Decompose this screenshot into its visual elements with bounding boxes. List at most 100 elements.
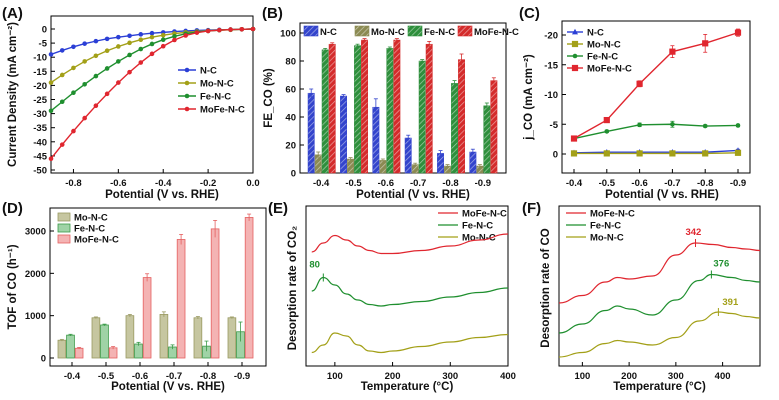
series-Mo-N-C: 391 Mo-N-C (558, 233, 761, 358)
y-tick-label: 0 (42, 25, 47, 36)
bar (393, 39, 401, 174)
legend-swatch (303, 25, 319, 37)
x-axis-title: Potential (V vs. RHE) (105, 189, 219, 201)
legend-swatch (407, 25, 423, 37)
data-point (71, 65, 76, 71)
data-point (670, 121, 675, 127)
data-point (194, 30, 200, 35)
series-line (574, 152, 739, 155)
bar (159, 313, 169, 359)
legend-label: Fe-N-C (462, 221, 493, 232)
y-axis-title: FE_CO (%) (263, 68, 275, 128)
data-point (59, 72, 65, 78)
bar (425, 43, 433, 174)
panel-b: 0 20 40 60 80 100 -0.4 -0.5 -0.6 -0.7 -0.8 -0.9 N-C M… (263, 22, 519, 201)
peak-label: 80 (309, 260, 320, 271)
plot-frame (49, 207, 267, 367)
data-point (93, 53, 99, 59)
y-tick-label: 0 (553, 150, 558, 161)
series-line (573, 123, 739, 140)
data-point (734, 29, 742, 36)
data-point (93, 73, 99, 79)
x-tick-label: 300 (442, 371, 458, 382)
data-point (127, 52, 132, 58)
bar (176, 239, 186, 359)
legend-label: Fe-N-C (74, 224, 105, 235)
panel-d: 0 1000 2000 3000 -0.4 -0.5 -0.6 -0.7 -0.8 -0.9 Mo-… (7, 207, 267, 393)
y-tick-label: -10 (33, 53, 47, 64)
data-point (82, 115, 87, 121)
y-tick-label: 1000 (25, 311, 46, 322)
data-point (48, 80, 54, 85)
data-point (71, 128, 76, 134)
y-tick-label: 3000 (25, 227, 46, 238)
series-curve (558, 311, 761, 358)
x-tick-label: -0.6 (110, 178, 126, 189)
legend-swatch (57, 223, 71, 233)
data-point (183, 33, 188, 38)
x-tick-label: -0.6 (132, 371, 148, 382)
data-point (127, 33, 132, 39)
data-point (149, 51, 155, 57)
bar (418, 60, 426, 174)
legend-label: Fe-N-C (200, 92, 231, 103)
x-tick-label: -0.2 (200, 178, 216, 189)
x-tick-label: -0.8 (200, 371, 216, 382)
data-point (93, 38, 99, 44)
bar (125, 315, 135, 359)
data-point (104, 36, 110, 42)
bar (404, 137, 412, 174)
legend-label: Mo-N-C (200, 79, 234, 90)
bar (437, 153, 444, 174)
data-point (702, 150, 709, 157)
legend-label: Mo-N-C (590, 233, 624, 244)
legend-label: N-C (200, 66, 217, 77)
x-axis-title: Potential (V vs. RHE) (356, 189, 470, 201)
x-tick-label: 100 (574, 371, 590, 382)
y-axis-title: j_CO (mA cm⁻²) (523, 54, 535, 141)
data-point (127, 69, 132, 75)
y-tick-label: -15 (33, 67, 47, 78)
series-Fe-N-C: Fe-N-C (48, 26, 256, 114)
plot-frame (561, 20, 751, 174)
x-tick-label: 100 (327, 371, 343, 382)
legend-swatch (57, 234, 71, 244)
data-point (172, 37, 177, 43)
bar (66, 334, 75, 359)
plot-frame (299, 22, 507, 174)
y-tick-label: -5 (39, 39, 48, 50)
peak-label: 342 (685, 227, 701, 238)
y-tick-label: -25 (33, 95, 47, 106)
x-tick-label: -0.6 (378, 178, 394, 189)
series-line (573, 31, 739, 140)
legend-label: MoFe-N-C (200, 105, 245, 116)
data-point (59, 142, 65, 147)
panel-label: (F) (522, 200, 541, 217)
data-point (250, 26, 256, 32)
data-point (71, 90, 76, 96)
legend-swatch (57, 212, 71, 222)
legend-label: Mo-N-C (587, 40, 621, 51)
panel-e: 100200300400104Mo-N-C80Fe-N-C98MoFe-N-CT… (287, 0, 516, 393)
series-Fe-N-C: Fe-N-C (567, 52, 741, 141)
legend-marker (571, 40, 579, 48)
x-tick-label: -0.4 (155, 178, 172, 189)
legend-marker (572, 28, 578, 35)
bar (307, 92, 315, 174)
legend-label: MoFe-N-C (462, 209, 507, 220)
panel-label: (A) (2, 5, 23, 22)
y-tick-label: -15 (544, 60, 558, 71)
legend-marker (184, 106, 190, 112)
x-tick-label: -0.7 (664, 178, 680, 189)
legend-marker (184, 67, 190, 73)
series-Mo-N-C: 104 Mo-N-C (311, 0, 509, 354)
data-point (82, 59, 87, 64)
bar (372, 106, 380, 174)
panel-c: 0-5-10-15-20-0.4 -0.5 -0.6 -0.7 -0.8 -0.9N-CM… (523, 20, 751, 201)
data-point (149, 41, 155, 47)
data-point (603, 150, 610, 157)
x-tick-label: -0.8 (65, 178, 81, 189)
bar (379, 160, 387, 174)
bar (458, 59, 465, 174)
y-tick-label: 20 (285, 141, 296, 152)
